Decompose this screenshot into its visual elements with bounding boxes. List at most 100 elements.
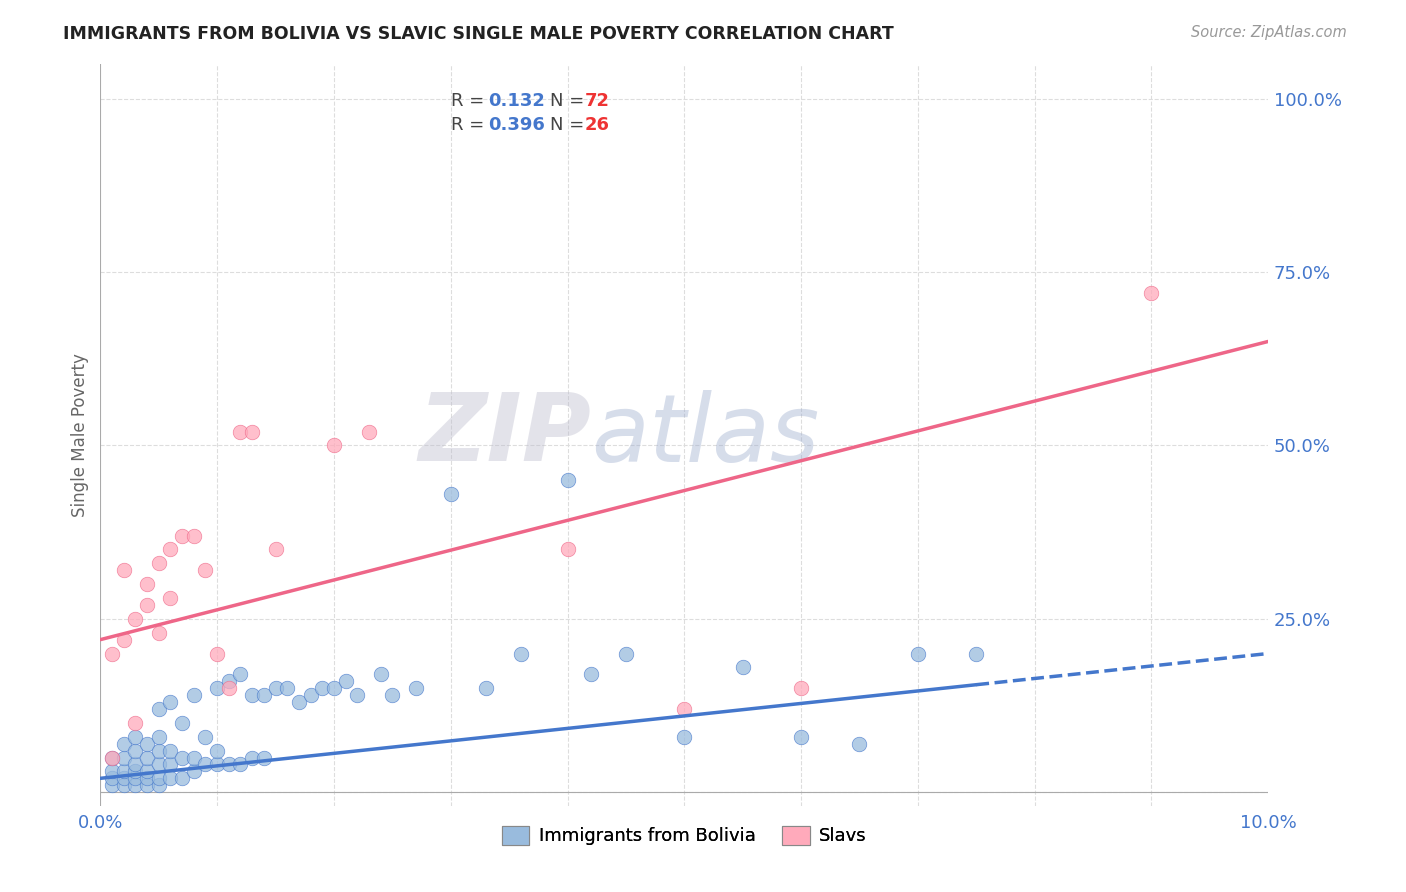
Point — [112, 750, 135, 764]
Point — [474, 681, 496, 695]
Point — [381, 688, 404, 702]
Point — [790, 730, 813, 744]
Text: Source: ZipAtlas.com: Source: ZipAtlas.com — [1191, 25, 1347, 40]
Text: IMMIGRANTS FROM BOLIVIA VS SLAVIC SINGLE MALE POVERTY CORRELATION CHART: IMMIGRANTS FROM BOLIVIA VS SLAVIC SINGLE… — [63, 25, 894, 43]
Point — [218, 674, 240, 689]
Point — [112, 563, 135, 577]
Point — [101, 778, 124, 792]
Text: atlas: atlas — [591, 390, 820, 481]
Point — [159, 695, 181, 709]
Point — [346, 688, 368, 702]
Point — [124, 778, 146, 792]
Point — [299, 688, 322, 702]
Point — [253, 688, 276, 702]
Point — [276, 681, 298, 695]
Point — [101, 764, 124, 779]
Point — [159, 591, 181, 605]
Point — [136, 598, 159, 612]
Point — [240, 750, 263, 764]
Point — [264, 681, 287, 695]
Point — [194, 730, 217, 744]
Point — [124, 730, 146, 744]
Point — [101, 772, 124, 786]
Point — [136, 778, 159, 792]
Point — [323, 681, 346, 695]
Point — [907, 647, 929, 661]
Text: 0.132: 0.132 — [488, 92, 546, 111]
Point — [148, 557, 170, 571]
Point — [159, 757, 181, 772]
Point — [172, 750, 194, 764]
Point — [112, 737, 135, 751]
Point — [731, 660, 754, 674]
Point — [112, 778, 135, 792]
Point — [673, 730, 696, 744]
Point — [183, 764, 205, 779]
Point — [112, 764, 135, 779]
Point — [370, 667, 392, 681]
Text: N =: N = — [550, 92, 591, 111]
Point — [124, 757, 146, 772]
Point — [148, 702, 170, 716]
Point — [136, 737, 159, 751]
Point — [965, 647, 987, 661]
Text: 0.396: 0.396 — [488, 116, 546, 134]
Text: R =: R = — [451, 92, 489, 111]
Point — [614, 647, 637, 661]
Point — [148, 730, 170, 744]
Point — [218, 681, 240, 695]
Point — [159, 772, 181, 786]
Point — [112, 772, 135, 786]
Point — [136, 764, 159, 779]
Point — [205, 743, 228, 757]
Text: N =: N = — [550, 116, 591, 134]
Point — [311, 681, 333, 695]
Text: 72: 72 — [585, 92, 610, 111]
Point — [557, 542, 579, 557]
Point — [218, 757, 240, 772]
Point — [1140, 285, 1163, 300]
Point — [253, 750, 276, 764]
Point — [172, 715, 194, 730]
Point — [124, 772, 146, 786]
Point — [148, 757, 170, 772]
Point — [205, 757, 228, 772]
Point — [240, 425, 263, 439]
Point — [124, 612, 146, 626]
Point — [183, 750, 205, 764]
Point — [101, 750, 124, 764]
Text: R =: R = — [451, 116, 489, 134]
Y-axis label: Single Male Poverty: Single Male Poverty — [72, 353, 89, 517]
Point — [172, 528, 194, 542]
Point — [323, 438, 346, 452]
Point — [229, 425, 252, 439]
Point — [229, 757, 252, 772]
Point — [136, 750, 159, 764]
Point — [579, 667, 602, 681]
Point — [124, 764, 146, 779]
Point — [790, 681, 813, 695]
Point — [101, 647, 124, 661]
Point — [288, 695, 311, 709]
Point — [240, 688, 263, 702]
Legend: Immigrants from Bolivia, Slavs: Immigrants from Bolivia, Slavs — [495, 819, 873, 853]
Point — [357, 425, 380, 439]
Point — [159, 743, 181, 757]
Point — [183, 528, 205, 542]
Point — [172, 772, 194, 786]
Point — [148, 772, 170, 786]
Point — [112, 632, 135, 647]
Point — [136, 577, 159, 591]
Point — [124, 743, 146, 757]
Point — [205, 681, 228, 695]
Point — [335, 674, 357, 689]
Point — [194, 563, 217, 577]
Point — [148, 743, 170, 757]
Point — [124, 715, 146, 730]
Point — [136, 772, 159, 786]
Point — [148, 625, 170, 640]
Point — [673, 702, 696, 716]
Point — [183, 688, 205, 702]
Point — [557, 473, 579, 487]
Point — [159, 542, 181, 557]
